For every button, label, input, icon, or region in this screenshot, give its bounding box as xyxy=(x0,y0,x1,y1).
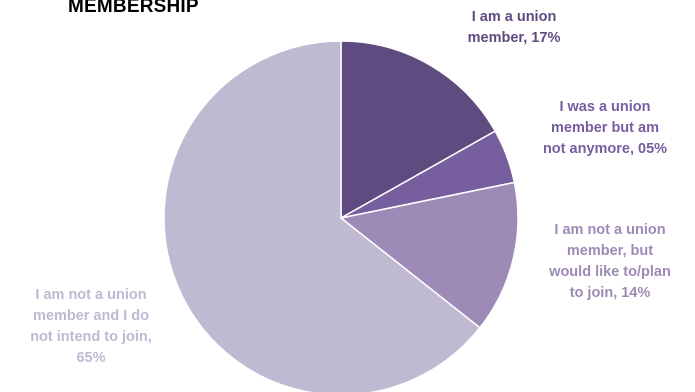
slice-label-former-member: I was a union member but am not anymore,… xyxy=(542,99,668,157)
slice-not-intend-to-join xyxy=(163,40,481,392)
slice-union-member xyxy=(340,40,497,220)
slice-label-union-member: I am a union member, 17% xyxy=(467,9,561,46)
chart-title: MEMBERSHIP xyxy=(68,0,199,17)
slice-label-not-intend-to-join: I am not a union member and I do not int… xyxy=(30,287,152,366)
slice-plan-to-join xyxy=(339,181,519,329)
slice-label-plan-to-join: I am not a union member, but would like … xyxy=(549,222,671,301)
